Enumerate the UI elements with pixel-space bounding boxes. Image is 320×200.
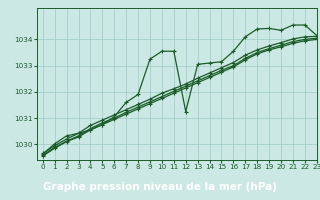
Text: Graphe pression niveau de la mer (hPa): Graphe pression niveau de la mer (hPa) [43,182,277,192]
